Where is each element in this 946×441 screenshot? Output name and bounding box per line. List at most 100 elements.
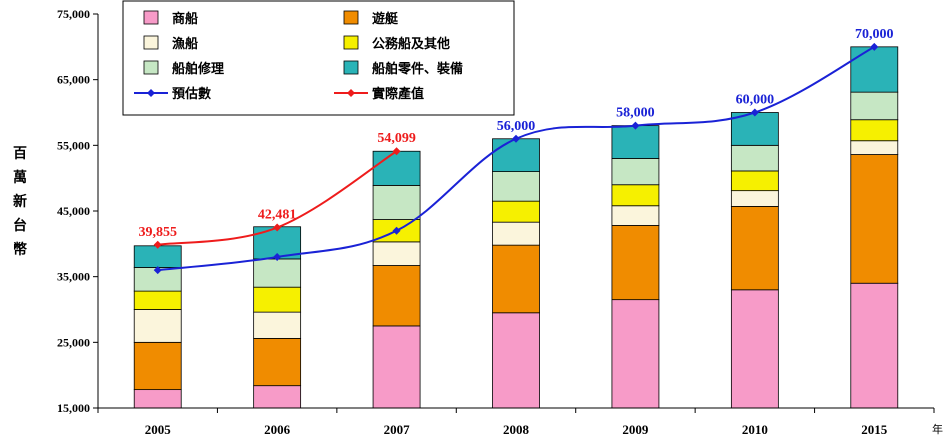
bar-segment-2007-1 — [372, 265, 421, 327]
bar-segment-2015-1 — [850, 154, 899, 284]
bar-segment-2005-1 — [133, 341, 182, 391]
legend-label-4: 船舶修理 — [172, 61, 224, 77]
bar-segment-2009-4 — [611, 158, 660, 186]
bar-segment-2015-5 — [850, 46, 899, 93]
bar-segment-2008-5 — [492, 138, 540, 172]
legend-label-2: 漁船 — [172, 36, 198, 52]
lines-layer: 56,000 58,000 60,000 70,000 39,855 42,481 54,0… — [138, 27, 894, 275]
bar-segment-2008-2 — [492, 221, 540, 246]
line-marker-0-0 — [153, 266, 162, 275]
bar-segment-2009-0 — [611, 299, 660, 409]
bar-segment-2010-0 — [730, 289, 779, 409]
bar-segment-2010-5 — [730, 112, 779, 146]
y-axis-label-char-3: 台 — [13, 217, 27, 234]
bar-segment-2007-5 — [372, 150, 421, 186]
y-axis-label-char-1: 萬 — [13, 169, 27, 186]
legend-label-0: 商船 — [172, 11, 198, 27]
bar-segment-2009-3 — [611, 184, 660, 207]
legend-swatch-2 — [143, 35, 159, 50]
x-tick-label-2009: 2009 — [622, 422, 649, 437]
x-tick-label-2006: 2006 — [264, 422, 291, 437]
bar-segment-2005-5 — [133, 245, 182, 268]
bar-segment-2005-2 — [133, 309, 182, 343]
x-ticks: 2005 2006 2007 2008 2009 2010 2015 — [97, 408, 935, 437]
legend-label-3: 公務船及其他 — [372, 36, 450, 52]
bar-segment-2010-4 — [730, 144, 779, 172]
legend-label-5: 船舶零件、裝備 — [372, 61, 463, 77]
bars-layer — [133, 46, 899, 409]
bar-segment-2006-1 — [253, 337, 302, 387]
x-tick-label-2008: 2008 — [503, 422, 530, 437]
legend-label-1: 遊艇 — [372, 11, 399, 27]
legend-label-7: 實際產值 — [372, 86, 424, 102]
bar-segment-2007-0 — [372, 325, 421, 409]
line-marker-0-2 — [392, 226, 401, 235]
data-label-0-4: 58,000 — [616, 106, 655, 121]
data-label-1-1: 42,481 — [258, 208, 297, 223]
bar-segment-2010-1 — [730, 206, 779, 291]
line-marker-0-4 — [631, 121, 640, 130]
x-tick-label-2015: 2015 — [861, 422, 888, 437]
bar-segment-2008-3 — [492, 200, 540, 223]
legend-label-6: 預估數 — [172, 86, 211, 102]
data-label-1-2: 54,099 — [377, 131, 416, 146]
bar-segment-2006-2 — [253, 311, 302, 339]
legend-swatch-4 — [143, 60, 159, 75]
bar-segment-2008-1 — [492, 244, 540, 314]
y-tick-label-4: 55,000 — [57, 138, 90, 152]
legend-marker-7 — [347, 89, 355, 97]
bar-segment-2005-3 — [133, 290, 182, 310]
x-tick-label-2005: 2005 — [145, 422, 172, 437]
line-marker-0-1 — [273, 252, 282, 261]
y-tick-label-5: 65,000 — [57, 73, 90, 87]
legend-swatch-1 — [343, 10, 359, 25]
bar-segment-2006-3 — [253, 286, 302, 313]
bar-segment-2008-4 — [492, 171, 540, 202]
line-marker-0-3 — [512, 134, 520, 143]
bar-segment-2015-3 — [850, 119, 899, 142]
y-axis-label-char-4: 幣 — [13, 241, 27, 258]
line-marker-0-6 — [870, 42, 879, 51]
bar-segment-2005-0 — [133, 389, 182, 409]
bar-segment-2010-2 — [730, 190, 779, 207]
x-tick-label-2010: 2010 — [742, 422, 768, 437]
bar-segment-2009-5 — [611, 125, 660, 159]
y-tick-label-3: 45,000 — [57, 204, 90, 218]
legend-marker-6 — [147, 89, 155, 97]
legend-box — [122, 0, 515, 116]
bar-segment-2009-1 — [611, 225, 660, 301]
y-tick-label-1: 25,000 — [57, 335, 90, 349]
bar-segment-2007-2 — [372, 241, 421, 266]
x-tick-label-2007: 2007 — [384, 422, 411, 437]
data-label-0-5: 60,000 — [736, 93, 775, 108]
line-marker-1-0 — [153, 240, 162, 249]
bar-segment-2007-4 — [372, 184, 421, 220]
y-tick-label-2: 35,000 — [57, 270, 90, 284]
bar-segment-2010-3 — [730, 170, 779, 192]
y-ticks: 15,000 25,000 35,000 45,000 55,000 65,000 75,0… — [57, 7, 98, 415]
bar-segment-2008-0 — [492, 312, 540, 409]
legend-swatch-5 — [343, 60, 359, 75]
data-label-0-3: 56,000 — [497, 119, 536, 134]
bar-segment-2006-0 — [253, 385, 302, 409]
legend-swatch-0 — [143, 10, 159, 25]
line-marker-1-2 — [392, 147, 401, 156]
y-tick-label-6: 75,000 — [57, 7, 90, 21]
line-marker-0-5 — [750, 108, 759, 117]
bar-segment-2009-2 — [611, 205, 660, 226]
line-marker-1-1 — [273, 223, 282, 232]
bar-segment-2015-0 — [850, 282, 899, 409]
data-label-1-0: 39,855 — [138, 225, 177, 240]
y-axis-label-char-0: 百 — [13, 146, 27, 162]
bar-segment-2015-2 — [850, 140, 899, 155]
y-axis-label-char-2: 新 — [13, 193, 27, 210]
y-tick-label-0: 15,000 — [57, 401, 90, 415]
bar-segment-2015-4 — [850, 91, 899, 121]
data-label-0-6: 70,000 — [855, 27, 894, 42]
x-axis-unit: 年 — [932, 422, 943, 436]
bar-segment-2006-4 — [253, 258, 302, 288]
legend-swatch-3 — [343, 35, 359, 50]
